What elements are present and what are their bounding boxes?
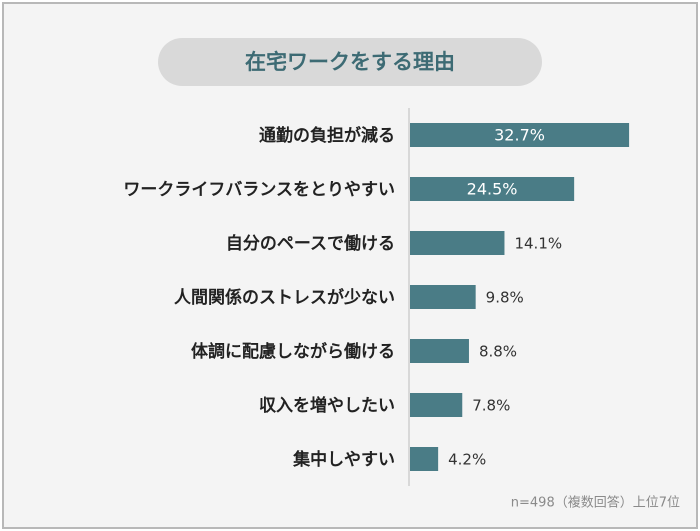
value-label: 32.7% xyxy=(494,126,545,145)
value-label: 14.1% xyxy=(514,235,562,253)
category-label: 自分のペースで働ける xyxy=(226,233,395,254)
value-label: 9.8% xyxy=(486,289,524,307)
bar xyxy=(410,231,505,255)
bar xyxy=(410,393,463,417)
value-label: 7.8% xyxy=(472,397,510,415)
note: n=498（複数回答）上位7位 xyxy=(511,495,680,511)
category-label: ワークライフバランスをとりやすい xyxy=(123,180,395,200)
value-label: 8.8% xyxy=(479,343,517,361)
category-label: 人間関係のストレスが少ない xyxy=(174,287,395,308)
category-label: 収入を増やしたい xyxy=(259,395,395,416)
title-pill xyxy=(158,38,542,86)
bar xyxy=(410,447,439,471)
value-label: 4.2% xyxy=(448,451,486,469)
bar xyxy=(410,285,476,309)
chart-title: 在宅ワークをする理由 xyxy=(245,50,455,74)
category-label: 通勤の負担が減る xyxy=(259,125,395,146)
category-label: 体調に配慮しながら働ける xyxy=(191,341,395,362)
value-label: 24.5% xyxy=(467,180,518,199)
bar xyxy=(410,123,630,147)
bar xyxy=(410,339,469,363)
category-label: 集中しやすい xyxy=(292,449,395,470)
bar xyxy=(410,177,575,201)
